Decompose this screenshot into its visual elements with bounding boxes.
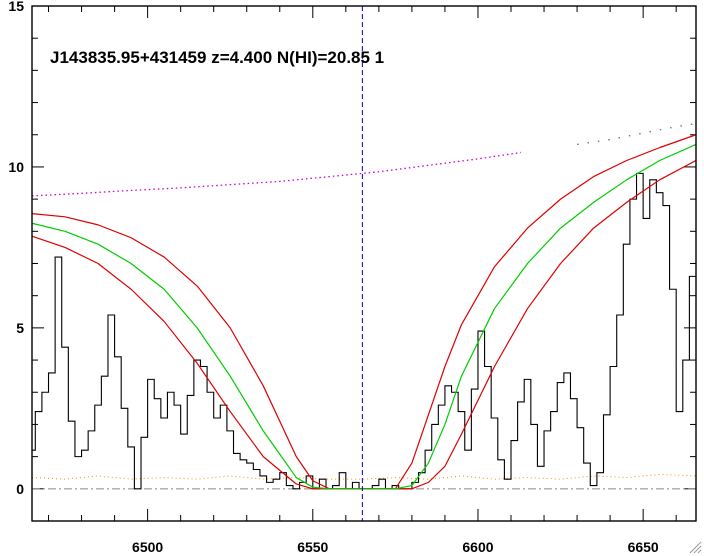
spectrum-series	[32, 172, 696, 490]
axis-tick-labels: 6500 6550 6600 6650 0 5 10 15	[8, 0, 659, 555]
plot-frame	[31, 5, 697, 522]
x-tick-label: 6600	[462, 539, 493, 555]
dla-lower-series	[31, 159, 697, 490]
y-tick-label: 5	[16, 320, 24, 336]
y-tick-label: 0	[16, 481, 24, 497]
axis-ticks	[32, 5, 696, 522]
dla-fit-series	[31, 143, 697, 490]
y-tick-label: 10	[8, 159, 24, 175]
continuum-series-extension	[576, 122, 697, 146]
chart-title: J143835.95+431459 z=4.400 N(HI)=20.85 1	[50, 48, 384, 67]
dla-upper-series	[31, 134, 697, 490]
resize-grip-icon[interactable]	[689, 541, 702, 554]
x-tick-label: 6500	[132, 539, 163, 555]
y-tick-label: 15	[8, 0, 24, 14]
x-tick-label: 6550	[297, 539, 328, 555]
continuum-series	[31, 151, 522, 197]
x-tick-label: 6650	[628, 539, 659, 555]
plot-lines	[31, 6, 697, 521]
